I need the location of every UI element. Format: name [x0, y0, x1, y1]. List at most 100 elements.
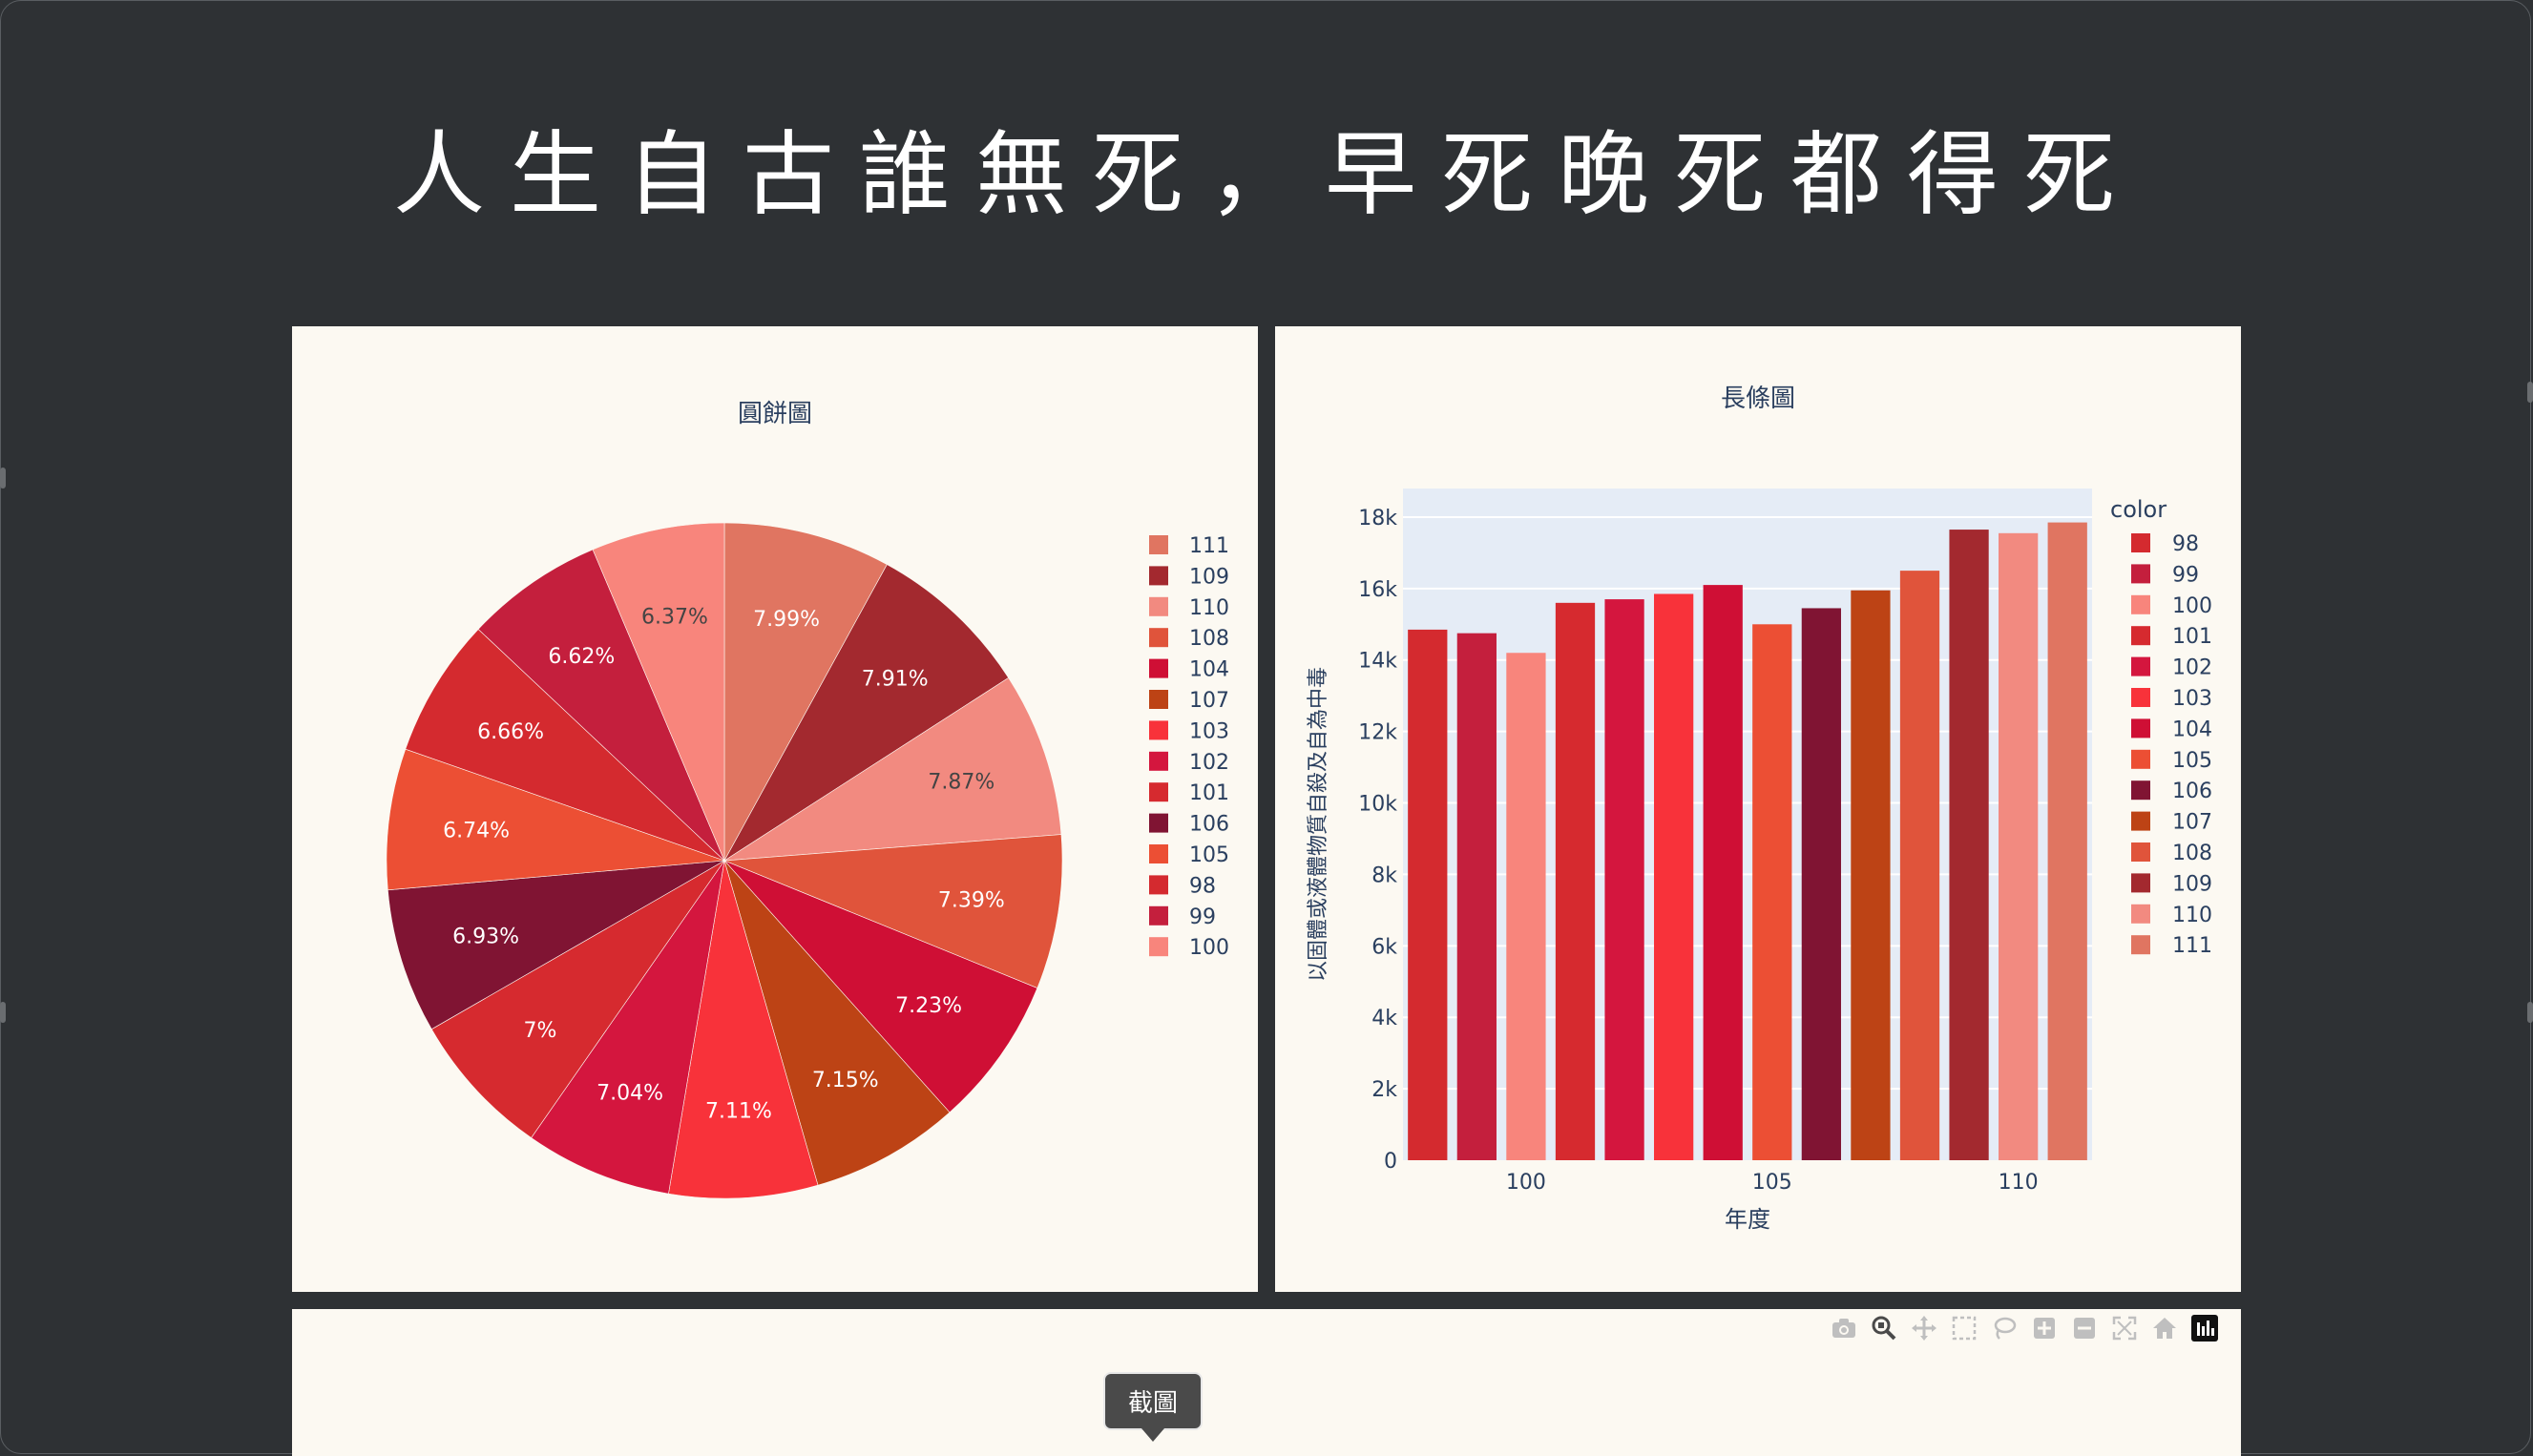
lasso-select-icon[interactable] — [1991, 1315, 2018, 1342]
zoom-in-icon[interactable] — [2031, 1315, 2058, 1342]
bar-111 — [2047, 522, 2087, 1160]
pie-slice-label: 7.04% — [597, 1082, 663, 1106]
pie-slice-label: 7% — [524, 1019, 557, 1043]
pie-legend-item: 108 — [1189, 627, 1229, 651]
bar-legend-item: 110 — [2172, 904, 2212, 927]
pie-slice-103 — [668, 860, 819, 1199]
camera-icon[interactable] — [1831, 1315, 1857, 1342]
bar-legend-swatch — [2131, 811, 2150, 831]
pie-chart-title: 圓餅圖 — [738, 400, 812, 428]
pie-legend-swatch — [1149, 535, 1168, 554]
pie-slice-label: 6.66% — [477, 720, 544, 744]
bar-98 — [1408, 629, 1448, 1160]
y-tick-label: 16k — [1358, 578, 1397, 602]
pie-legend-item: 110 — [1189, 596, 1229, 620]
bar-legend-swatch — [2131, 718, 2150, 738]
pie-legend-item: 111 — [1189, 534, 1229, 558]
zoom-out-icon[interactable] — [2071, 1315, 2098, 1342]
bar-chart[interactable]: 長條圖 0 2k 4k 6k 8k 10k 12k 14k 16k 18k 100 105 110 年度 以固… — [1275, 326, 2241, 1292]
pie-legend-item: 100 — [1189, 936, 1229, 960]
pie-legend-swatch — [1149, 658, 1168, 678]
bar-legend-swatch — [2131, 626, 2150, 646]
bar-legend-swatch — [2131, 564, 2150, 584]
y-tick-label: 8k — [1371, 863, 1397, 887]
left-resize-handle — [0, 468, 6, 489]
pie-legend-swatch — [1149, 566, 1168, 586]
modebar — [1831, 1315, 2218, 1342]
bar-legend-item: 102 — [2172, 656, 2212, 680]
pie-slice-110 — [723, 676, 1062, 862]
pie-slice-label: 6.74% — [443, 819, 510, 842]
box-select-icon[interactable] — [1951, 1315, 1978, 1342]
third-chart-panel: 截圖 — [292, 1309, 2241, 1456]
pan-icon[interactable] — [1911, 1315, 1937, 1342]
pie-slice-104 — [723, 860, 1038, 1113]
pie-legend-swatch — [1149, 937, 1168, 957]
x-tick-label: 110 — [1999, 1171, 2039, 1195]
bar-legend-swatch — [2131, 688, 2150, 707]
x-axis-label: 年度 — [1725, 1206, 1770, 1233]
page-title: 人生自古誰無死，早死晚死都得死 — [393, 121, 2140, 228]
y-tick-label: 6k — [1371, 935, 1397, 959]
bar-109 — [1949, 530, 1989, 1160]
bar-chart-title: 長條圖 — [1721, 385, 1795, 413]
bar-legend-item: 101 — [2172, 625, 2212, 649]
bar-legend-item: 100 — [2172, 594, 2212, 618]
pie-slice-label: 6.93% — [452, 926, 519, 949]
pie-slice-99 — [477, 549, 725, 862]
pie-legend-item: 98 — [1189, 874, 1216, 898]
pie-slice-label: 7.99% — [753, 608, 820, 632]
pie-legend-swatch — [1149, 875, 1168, 895]
right-resize-handle — [2527, 1002, 2533, 1023]
bar-legend-swatch — [2131, 780, 2150, 801]
bar-legend-item: 106 — [2172, 780, 2212, 803]
y-tick-label: 14k — [1358, 650, 1397, 674]
y-tick-label: 12k — [1358, 721, 1397, 745]
pie-legend-item: 103 — [1189, 719, 1229, 743]
y-tick-label: 0 — [1384, 1150, 1397, 1174]
pie-legend-swatch — [1149, 782, 1168, 802]
pie-slice-label: 6.62% — [548, 645, 615, 669]
pie-legend-swatch — [1149, 751, 1168, 771]
pie-slice-label: 6.37% — [641, 605, 708, 629]
pie-slice-109 — [723, 564, 1010, 862]
pie-slice-label: 7.15% — [812, 1069, 879, 1092]
pie-legend-item: 106 — [1189, 813, 1229, 837]
bar-101 — [1555, 602, 1596, 1160]
bar-legend-swatch — [2131, 904, 2150, 924]
pie-legend-swatch — [1149, 844, 1168, 863]
bar-legend-item: 108 — [2172, 842, 2212, 865]
pie-legend-item: 101 — [1189, 781, 1229, 805]
pie-chart-panel: 圓餅圖 7.99% 7.91% 7.87% 7.39% 7.23% 7.15% 7.11% 7.… — [292, 326, 1258, 1292]
pie-slice-label: 7.11% — [705, 1100, 772, 1124]
bar-legend-swatch — [2131, 935, 2150, 955]
bar-legend-title: color — [2110, 496, 2167, 523]
home-icon[interactable] — [2151, 1315, 2178, 1342]
x-tick-label: 100 — [1506, 1171, 1546, 1195]
pie-legend-item: 105 — [1189, 843, 1229, 867]
pie-slice-107 — [723, 860, 951, 1186]
bar-110 — [1999, 532, 2039, 1160]
pie-slice-105 — [386, 748, 725, 891]
bar-102 — [1604, 599, 1644, 1160]
x-tick-label: 105 — [1752, 1171, 1792, 1195]
pie-legend-swatch — [1149, 905, 1168, 926]
pie-slice-100 — [592, 522, 725, 862]
bar-legend-swatch — [2131, 873, 2150, 893]
pie-legend-item: 102 — [1189, 751, 1229, 775]
pie-slice-label: 7.91% — [862, 667, 929, 691]
zoom-icon[interactable] — [1871, 1315, 1897, 1342]
bar-legend-item: 103 — [2172, 687, 2212, 711]
bar-chart-panel: 長條圖 0 2k 4k 6k 8k 10k 12k 14k 16k 18k 100 105 110 年度 以固… — [1275, 326, 2241, 1292]
bar-104 — [1703, 585, 1743, 1160]
autoscale-icon[interactable] — [2111, 1315, 2138, 1342]
pie-slice-108 — [723, 834, 1063, 988]
bar-legend-swatch — [2131, 842, 2150, 862]
y-tick-label: 2k — [1371, 1078, 1397, 1102]
bar-legend-swatch — [2131, 594, 2150, 614]
pie-chart[interactable]: 圓餅圖 7.99% 7.91% 7.87% 7.39% 7.23% 7.15% 7.11% 7.… — [292, 326, 1258, 1292]
right-resize-handle — [2527, 382, 2533, 403]
bar-106 — [1801, 608, 1841, 1160]
bar-legend-item: 104 — [2172, 718, 2212, 741]
plotly-logo-icon[interactable] — [2191, 1315, 2218, 1342]
